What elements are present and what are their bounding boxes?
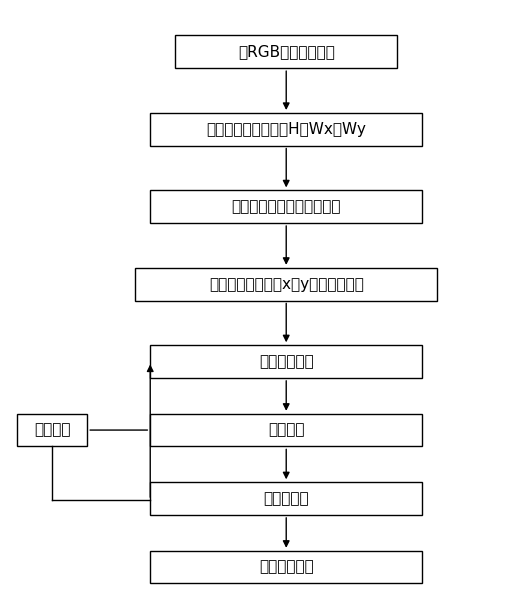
Bar	[150, 190, 422, 223]
Bar	[150, 345, 422, 378]
Text: 定义色彩不变性参数H、Wx、Wy: 定义色彩不变性参数H、Wx、Wy	[206, 122, 366, 137]
Bar	[150, 113, 422, 146]
Bar	[150, 414, 422, 446]
Bar	[176, 36, 397, 68]
Text: 对RGB图像物理建模: 对RGB图像物理建模	[238, 44, 335, 59]
Text: 计算背景模型: 计算背景模型	[259, 354, 313, 369]
Text: 图像后处理: 图像后处理	[263, 491, 309, 506]
Text: 计算高斯色彩空间光谱参数: 计算高斯色彩空间光谱参数	[231, 199, 341, 214]
Text: 输出二值图像: 输出二值图像	[259, 559, 313, 574]
Bar	[135, 268, 437, 301]
Text: 背景更新: 背景更新	[34, 423, 70, 437]
Bar	[150, 551, 422, 583]
Text: 计算高斯色彩空间x、y方向空间参数: 计算高斯色彩空间x、y方向空间参数	[209, 277, 364, 292]
Text: 背景减除: 背景减除	[268, 423, 305, 437]
Bar	[17, 414, 87, 446]
Bar	[150, 482, 422, 515]
